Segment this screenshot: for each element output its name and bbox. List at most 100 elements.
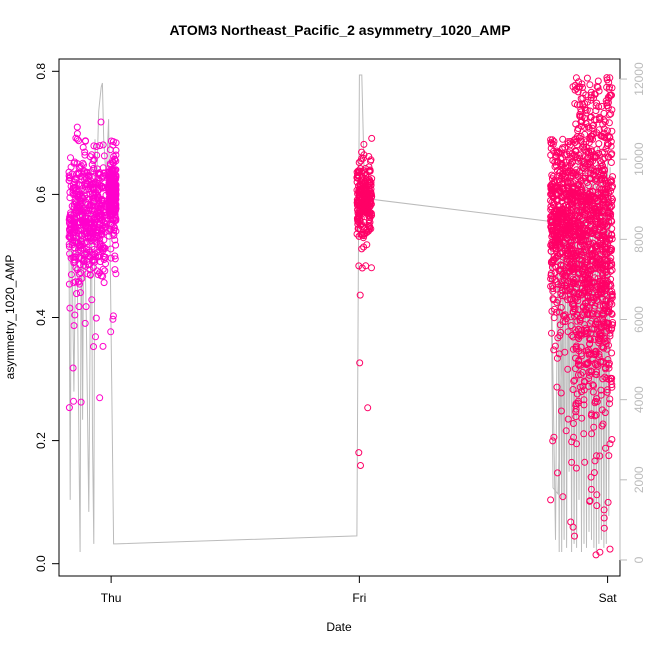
data-point [549,437,557,445]
data-point [355,159,363,166]
data-point [78,275,86,282]
data-point [570,260,578,268]
data-point [96,269,104,277]
data-point [106,193,114,200]
data-point [560,191,568,199]
data-point [66,304,74,312]
data-point [606,400,613,408]
data-point [559,493,567,501]
data-point [581,281,589,289]
data-point [84,201,92,209]
y-tick-label: 0.6 [34,186,48,203]
data-point [109,312,117,320]
data-point [76,261,84,269]
data-point [589,388,597,396]
data-point [111,266,119,274]
depth-line [68,74,611,553]
data-point [97,118,105,126]
data-point [600,524,608,532]
data-point [73,174,81,182]
data-point [106,170,114,178]
data-point [106,177,114,185]
data-point [85,219,92,227]
data-point [556,176,563,184]
data-point [355,188,363,196]
data-point [603,345,611,353]
data-point [563,235,571,243]
data-point [96,169,104,177]
data-point [99,242,107,250]
data-point [605,153,613,161]
data-point [571,365,579,373]
data-point [573,390,581,398]
data-point [604,132,612,140]
data-point [110,231,118,239]
data-point [599,228,607,236]
data-point [581,328,589,336]
x-axis: Thu Fri Sat [101,575,617,605]
data-point [569,185,577,193]
data-point [96,258,104,266]
data-point [363,182,371,190]
data-point [107,245,115,253]
depth-series-line [68,74,611,553]
data-point [70,279,78,287]
data-point [604,207,612,215]
data-point [605,452,613,460]
data-point [353,199,361,207]
data-point [573,85,581,93]
data-point [571,100,579,108]
data-point [566,162,573,170]
data-point [608,349,616,357]
data-point [569,200,577,208]
data-point [606,545,614,553]
data-point [94,192,102,200]
y2-tick-label: 8000 [632,226,646,253]
data-point [603,386,611,394]
data-point [84,232,92,240]
data-point [588,187,596,195]
data-point [574,213,581,220]
data-point [569,275,577,283]
data-point [576,212,584,220]
data-point [556,321,564,329]
y2-tick-label: 6000 [632,306,646,333]
data-point [361,169,369,177]
data-point [96,394,104,402]
data-point [587,267,595,275]
data-point [571,136,578,144]
data-point [112,241,120,249]
data-point [557,265,565,273]
data-point [600,506,608,514]
data-point [564,178,572,186]
data-point [92,314,100,322]
data-point [592,350,600,358]
data-point [71,256,79,264]
data-point [580,396,588,404]
data-point [81,151,89,159]
data-point [365,192,373,200]
data-point [584,123,592,131]
data-point [571,532,578,540]
data-point [588,192,596,199]
data-point [593,231,601,239]
data-point [585,175,593,183]
data-point [91,180,99,188]
data-point [590,249,598,257]
data-point [361,196,369,204]
data-point [580,311,588,319]
data-point [111,252,119,260]
y2-tick-label: 0 [632,556,646,563]
data-point [562,427,570,435]
data-point [587,224,595,232]
data-point [570,228,578,236]
data-point [596,113,603,121]
data-point [79,194,87,202]
data-point [548,259,556,267]
data-point [356,291,364,299]
data-point [563,198,571,206]
data-point [583,230,591,238]
data-point [581,104,589,112]
data-point [365,216,373,224]
data-point [71,311,79,319]
